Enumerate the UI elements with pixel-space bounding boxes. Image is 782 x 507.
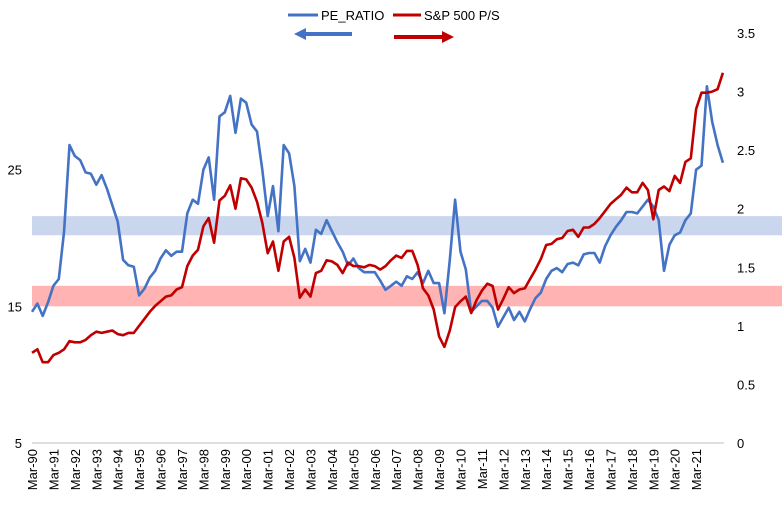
x-axis-tick-label: Mar-00 <box>239 449 254 490</box>
legend-label-sp500-ps: S&P 500 P/S <box>424 8 500 23</box>
x-axis-tick-label: Mar-07 <box>389 449 404 490</box>
x-axis-tick-label: Mar-17 <box>603 449 618 490</box>
right-axis-tick-label: 3 <box>737 85 744 100</box>
x-axis-tick-label: Mar-08 <box>411 449 426 490</box>
red-band <box>32 285 782 307</box>
right-axis-tick-label: 2 <box>737 202 744 217</box>
right-axis-tick-label: 1 <box>737 319 744 334</box>
x-axis-tick-label: Mar-21 <box>689 449 704 490</box>
right-axis-tick-label: 0 <box>737 436 744 451</box>
series-layer <box>30 72 725 364</box>
x-axis-tick-label: Mar-12 <box>496 449 511 490</box>
x-axis-tick-label: Mar-01 <box>261 449 276 490</box>
legend: PE_RATIO S&P 500 P/S <box>288 8 500 43</box>
series-line-pe-ratio <box>30 85 725 329</box>
x-axis-tick-label: Mar-98 <box>196 449 211 490</box>
x-axis-tick-label: Mar-93 <box>89 449 104 490</box>
right-axis-tick-labels: 0 0.5 1 1.5 2 2.5 3 3.5 <box>737 26 755 451</box>
x-axis-tick-label: Mar-90 <box>25 449 40 490</box>
left-axis-tick-label: 25 <box>8 163 22 178</box>
x-axis-tick-label: Mar-97 <box>175 449 190 490</box>
x-axis-tick-label: Mar-14 <box>539 449 554 490</box>
x-axis-tick-label: Mar-05 <box>346 449 361 490</box>
x-axis-tick-label: Mar-99 <box>218 449 233 490</box>
left-axis-tick-label: 5 <box>15 436 22 451</box>
x-axis-tick-label: Mar-02 <box>282 449 297 490</box>
x-axis-tick-label: Mar-19 <box>646 449 661 490</box>
x-axis-tick-label: Mar-03 <box>304 449 319 490</box>
x-axis-tick-label: Mar-95 <box>132 449 147 490</box>
right-axis-tick-label: 0.5 <box>737 377 755 392</box>
x-axis-tick-label: Mar-94 <box>111 449 126 490</box>
right-axis-tick-label: 3.5 <box>737 26 755 41</box>
x-axis-tick-label: Mar-96 <box>154 449 169 490</box>
x-axis-tick-labels: Mar-90 Mar-91 Mar-92 Mar-93 Mar-94 Mar-95 Mar-… <box>25 449 704 490</box>
x-axis-tick-label: Mar-04 <box>325 449 340 490</box>
left-arrow-icon <box>294 28 352 40</box>
x-axis-tick-label: Mar-92 <box>68 449 83 490</box>
x-axis-tick-label: Mar-06 <box>368 449 383 490</box>
blue-band <box>32 216 782 236</box>
x-axis-tick-label: Mar-91 <box>46 449 61 490</box>
x-axis-tick-label: Mar-20 <box>668 449 683 490</box>
right-axis-tick-label: 2.5 <box>737 143 755 158</box>
x-axis-tick-label: Mar-15 <box>561 449 576 490</box>
x-axis-tick-label: Mar-09 <box>432 449 447 490</box>
series-line-sp500-ps <box>31 72 725 364</box>
x-axis-tick-label: Mar-11 <box>475 449 490 489</box>
x-axis-tick-label: Mar-10 <box>453 449 468 490</box>
right-axis-tick-label: 1.5 <box>737 260 755 275</box>
x-axis-tick-label: Mar-16 <box>582 449 597 490</box>
x-axis-tick-label: Mar-18 <box>625 449 640 490</box>
legend-label-pe-ratio: PE_RATIO <box>321 8 384 23</box>
left-axis-tick-labels: 5 15 25 <box>8 163 22 451</box>
left-axis-tick-label: 15 <box>8 299 22 314</box>
right-arrow-icon <box>394 31 454 43</box>
x-axis-tick-label: Mar-13 <box>518 449 533 490</box>
band-layer <box>32 216 782 307</box>
